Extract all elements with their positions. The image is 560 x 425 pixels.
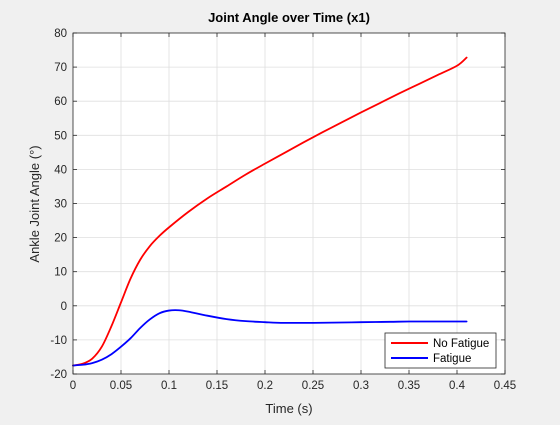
legend: No Fatigue Fatigue (384, 332, 497, 369)
tick-marks (72, 32, 506, 375)
y-axis-label: Ankle Joint Angle (°) (27, 145, 42, 262)
x-tick-label: 0.2 (257, 380, 273, 392)
x-tick-label: 0.45 (494, 380, 516, 392)
x-axis-label: Time (s) (265, 401, 312, 416)
y-tick-label: 40 (54, 164, 67, 176)
legend-box (384, 332, 497, 369)
chart-title: Joint Angle over Time (x1) (208, 10, 370, 25)
y-tick-label: 10 (54, 267, 67, 279)
y-tick-label: 50 (54, 130, 67, 142)
x-tick-label: 0.25 (302, 380, 324, 392)
x-tick-label: 0 (70, 380, 76, 392)
legend-label-no-fatigue: No Fatigue (433, 338, 489, 350)
x-tick-labels: 0 0.05 0.1 0.15 0.2 0.25 0.3 0.35 0.4 0.45 (70, 380, 516, 392)
y-tick-label: 80 (54, 28, 67, 40)
y-tick-label: 60 (54, 96, 67, 108)
series-group (72, 56, 468, 367)
x-tick-label: 0.15 (206, 380, 228, 392)
y-tick-label: 70 (54, 62, 67, 74)
x-tick-label: 0.35 (398, 380, 420, 392)
x-tick-label: 0.3 (353, 380, 369, 392)
y-tick-label: -20 (50, 369, 67, 381)
legend-label-fatigue: Fatigue (433, 353, 471, 365)
series-line-no-fatigue (72, 56, 468, 367)
y-tick-label: 30 (54, 199, 67, 211)
x-tick-label: 0.05 (110, 380, 132, 392)
y-tick-labels: -20 -10 0 10 20 30 40 50 60 70 80 (50, 28, 67, 381)
y-tick-label: 20 (54, 233, 67, 245)
y-tick-label: -10 (50, 335, 67, 347)
x-tick-label: 0.1 (161, 380, 177, 392)
series-line-fatigue (72, 309, 468, 367)
grid (73, 33, 505, 374)
y-tick-label: 0 (61, 301, 67, 313)
x-tick-label: 0.4 (449, 380, 466, 392)
